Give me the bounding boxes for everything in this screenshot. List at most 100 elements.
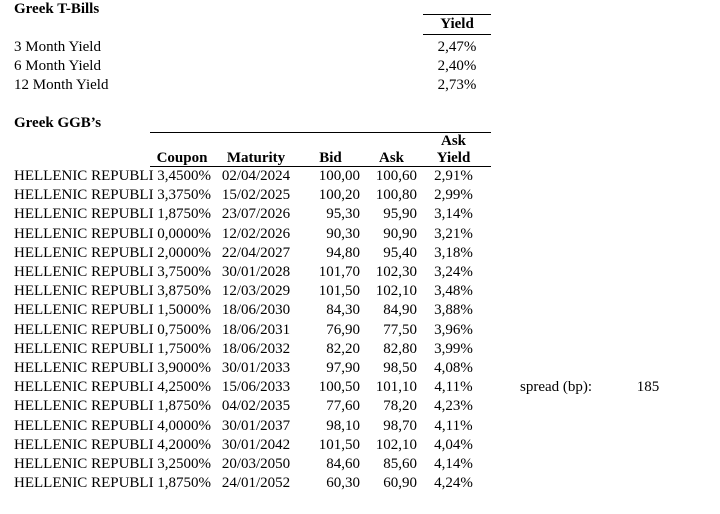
bond-ask: 78,20 xyxy=(383,398,417,415)
bond-ask: 77,50 xyxy=(383,321,417,338)
bond-ask-yield: 3,99% xyxy=(434,340,473,357)
bond-maturity: 04/02/2035 xyxy=(221,398,291,415)
header-row-top: Ask xyxy=(14,132,491,150)
bond-bid: 100,20 xyxy=(318,187,360,204)
bond-coupon: 3,9000% xyxy=(157,360,211,377)
bond-name: HELLENIC REPUBLI xyxy=(14,398,154,415)
column-header-ask-yield-line1: Ask xyxy=(420,132,491,149)
bond-ask: 82,80 xyxy=(383,340,417,357)
column-header-maturity: Maturity xyxy=(214,149,298,167)
tbill-label: 12 Month Yield xyxy=(14,77,109,94)
bond-name: HELLENIC REPUBLI xyxy=(14,360,154,377)
bond-name: HELLENIC REPUBLI xyxy=(14,206,154,223)
header-spacer xyxy=(298,132,363,149)
bond-name: HELLENIC REPUBLI xyxy=(14,321,154,338)
bond-ask-yield: 4,11% xyxy=(434,417,473,434)
bond-bid: 60,30 xyxy=(326,475,360,492)
tbill-label: 3 Month Yield xyxy=(14,39,101,55)
table-row: HELLENIC REPUBLI 3,9000% 30/01/2033 97,9… xyxy=(14,359,491,378)
bond-ask: 85,60 xyxy=(383,456,417,473)
bond-ask: 102,30 xyxy=(375,264,417,281)
bond-coupon: 1,7500% xyxy=(157,340,211,357)
bond-maturity: 20/03/2050 xyxy=(221,456,291,473)
bond-ask-yield: 4,11% xyxy=(434,379,473,396)
tbill-row: 6 Month Yield 2,40% xyxy=(0,57,491,76)
bond-bid: 98,10 xyxy=(326,417,360,434)
tbills-yield-column-header: Yield xyxy=(423,14,491,35)
bond-name: HELLENIC REPUBLI xyxy=(14,436,154,453)
table-row: HELLENIC REPUBLI 0,7500% 18/06/2031 76,9… xyxy=(14,321,491,340)
bond-name: HELLENIC REPUBLI xyxy=(14,379,154,396)
bond-bid: 82,20 xyxy=(326,340,360,357)
header-spacer xyxy=(150,132,214,149)
bond-ask-yield: 4,14% xyxy=(434,456,473,473)
bond-coupon: 4,0000% xyxy=(157,417,211,434)
bond-coupon: 0,7500% xyxy=(157,321,211,338)
bond-maturity: 15/06/2033 xyxy=(221,379,291,396)
bond-coupon: 2,0000% xyxy=(157,244,211,261)
ggb-table-header: Ask Coupon Maturity Bid Ask Yield xyxy=(14,132,491,167)
bond-coupon: 4,2000% xyxy=(157,436,211,453)
bond-ask-yield: 4,23% xyxy=(434,398,473,415)
bond-ask-yield: 3,14% xyxy=(434,206,473,223)
bond-bid: 84,30 xyxy=(326,302,360,319)
bond-maturity: 12/03/2029 xyxy=(221,283,291,300)
bond-ask: 60,90 xyxy=(383,475,417,492)
ggb-table-body: HELLENIC REPUBLI 3,4500% 02/04/2024 100,… xyxy=(14,167,491,494)
table-row: HELLENIC REPUBLI 3,3750% 15/02/2025 100,… xyxy=(14,186,491,205)
bond-bid: 101,50 xyxy=(318,436,360,453)
bond-ask-yield: 4,04% xyxy=(434,436,473,453)
tbill-yield-value: 2,73% xyxy=(437,77,477,94)
bond-ask-yield: 3,96% xyxy=(434,321,473,338)
bond-name: HELLENIC REPUBLI xyxy=(14,167,154,184)
bond-ask-yield: 2,99% xyxy=(434,187,473,204)
bond-maturity: 18/06/2032 xyxy=(221,340,291,357)
bond-name: HELLENIC REPUBLI xyxy=(14,456,154,473)
header-spacer xyxy=(214,132,298,149)
bond-name: HELLENIC REPUBLI xyxy=(14,475,154,492)
bond-bid: 94,80 xyxy=(326,244,360,261)
tbill-row: 3 Month Yield 2,47% xyxy=(0,38,491,57)
bond-coupon: 1,8750% xyxy=(157,206,211,223)
bond-name: HELLENIC REPUBLI xyxy=(14,244,154,261)
bond-maturity: 23/07/2026 xyxy=(221,206,291,223)
table-row: HELLENIC REPUBLI 1,8750% 24/01/2052 60,3… xyxy=(14,474,491,493)
bond-ask: 101,10 xyxy=(375,379,417,396)
bond-ask-yield: 3,48% xyxy=(434,283,473,300)
bond-coupon: 1,5000% xyxy=(157,302,211,319)
bond-ask-yield: 2,91% xyxy=(434,168,473,184)
bond-coupon: 4,2500% xyxy=(157,379,211,396)
bond-maturity: 30/01/2042 xyxy=(221,436,291,453)
tbill-yield-value: 2,40% xyxy=(437,58,477,75)
bond-bid: 101,70 xyxy=(318,264,360,281)
bond-name: HELLENIC REPUBLI xyxy=(14,264,154,281)
header-spacer xyxy=(14,149,150,167)
bond-coupon: 3,8750% xyxy=(157,283,211,300)
table-row: HELLENIC REPUBLI 2,0000% 22/04/2027 94,8… xyxy=(14,244,491,263)
bond-bid: 95,30 xyxy=(326,206,360,223)
column-header-bid: Bid xyxy=(298,149,363,167)
header-spacer xyxy=(14,133,150,150)
bond-ask: 98,70 xyxy=(383,417,417,434)
table-row: HELLENIC REPUBLI 3,4500% 02/04/2024 100,… xyxy=(14,167,491,187)
ggb-section-title: Greek GGB’s xyxy=(14,115,102,131)
table-row: HELLENIC REPUBLI 1,5000% 18/06/2030 84,3… xyxy=(14,301,491,320)
table-row: HELLENIC REPUBLI 3,2500% 20/03/2050 84,6… xyxy=(14,455,491,474)
bond-coupon: 3,4500% xyxy=(157,168,211,184)
bond-ask: 98,50 xyxy=(383,360,417,377)
bond-coupon: 3,7500% xyxy=(157,264,211,281)
tbill-yield-value: 2,47% xyxy=(437,39,477,55)
bond-bid: 97,90 xyxy=(326,360,360,377)
bond-bid: 84,60 xyxy=(326,456,360,473)
bond-maturity: 30/01/2033 xyxy=(221,360,291,377)
tbill-label: 6 Month Yield xyxy=(14,58,101,75)
bond-ask-yield: 3,18% xyxy=(434,244,473,261)
bond-bid: 90,30 xyxy=(326,225,360,242)
spread-label: spread (bp): xyxy=(520,379,593,395)
bond-ask: 95,90 xyxy=(383,206,417,223)
bond-ask-yield: 4,24% xyxy=(434,475,473,492)
bond-coupon: 3,2500% xyxy=(157,456,211,473)
table-row: HELLENIC REPUBLI 4,2000% 30/01/2042 101,… xyxy=(14,436,491,455)
table-row: HELLENIC REPUBLI 0,0000% 12/02/2026 90,3… xyxy=(14,225,491,244)
